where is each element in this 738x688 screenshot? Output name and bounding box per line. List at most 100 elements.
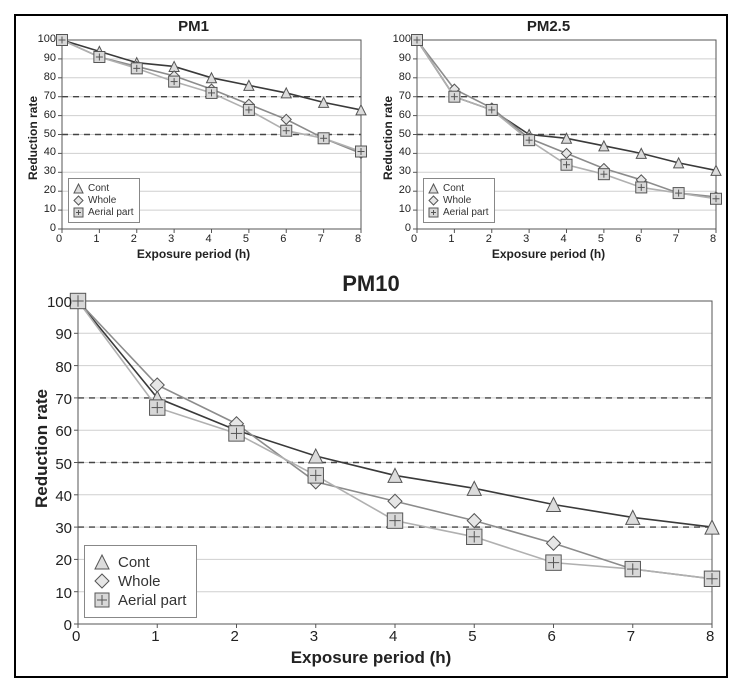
y-tick-label: 80 [381,71,411,83]
y-axis-label: Reduction rate [32,388,52,507]
x-axis-label: Exposure period (h) [16,648,726,668]
marker-aerial [308,468,323,483]
marker-whole [467,514,481,528]
chart-title: PM2.5 [371,18,726,35]
diamond-icon [74,196,84,206]
legend-item-cont: Cont [429,183,489,194]
y-tick-label: 80 [26,71,56,83]
marker-aerial [356,146,367,157]
x-tick-label: 4 [206,233,212,245]
series-line-whole [78,301,712,579]
triangle-icon [74,184,84,194]
legend-label: Aerial part [443,207,489,218]
series-line-cont [78,301,712,527]
marker-whole [547,536,561,550]
page: PM10102030405060708090100012345678Reduct… [0,0,738,688]
legend-item-aerial: Aerial part [74,207,134,218]
x-tick-label: 8 [706,628,714,645]
y-tick-label: 80 [42,359,72,376]
x-tick-label: 4 [389,628,397,645]
legend-label: Whole [443,195,471,206]
y-tick-label: 20 [381,184,411,196]
legend-label: Cont [443,183,464,194]
marker-aerial [318,133,329,144]
legend-label: Cont [118,554,150,571]
legend-item-whole: Whole [74,195,134,206]
legend-label: Whole [118,573,161,590]
marker-aerial [486,104,497,115]
marker-aerial [150,400,165,415]
series-line-whole [417,40,716,197]
chart-title: PM1 [16,18,371,35]
x-tick-label: 5 [598,233,604,245]
legend: ContWholeAerial part [423,178,495,223]
x-tick-label: 8 [355,233,361,245]
y-tick-label: 10 [381,203,411,215]
marker-aerial [281,125,292,136]
legend-item-aerial: Aerial part [95,592,186,609]
legend-label: Aerial part [88,207,134,218]
x-axis-label: Exposure period (h) [16,247,371,261]
legend-item-whole: Whole [429,195,489,206]
legend: Cont Whole Aerial part [84,545,197,618]
x-tick-label: 7 [627,628,635,645]
marker-aerial [561,159,572,170]
y-tick-label: 100 [26,33,56,45]
x-tick-label: 3 [168,233,174,245]
series-line-aerial [417,40,716,199]
series-line-aerial [78,301,712,579]
square-icon [429,208,439,218]
chart-panel-pm10: PM100102030405060708090100012345678Reduc… [16,269,726,676]
marker-aerial [243,104,254,115]
marker-aerial [206,87,217,98]
y-tick-label: 0 [26,222,56,234]
y-tick-label: 100 [42,294,72,311]
marker-aerial [449,91,460,102]
marker-aerial [70,293,85,308]
y-tick-label: 90 [381,52,411,64]
legend-label: Cont [88,183,109,194]
y-tick-label: 0 [381,222,411,234]
marker-cont [309,449,323,463]
y-tick-label: 90 [26,52,56,64]
x-tick-label: 3 [310,628,318,645]
x-tick-label: 6 [635,233,641,245]
x-tick-label: 6 [548,628,556,645]
marker-aerial [524,135,535,146]
triangle-icon [429,184,439,194]
x-tick-label: 8 [710,233,716,245]
figure-frame: PM10102030405060708090100012345678Reduct… [14,14,728,678]
diamond-icon [95,574,111,590]
marker-aerial [625,561,640,576]
chart-title: PM10 [16,271,726,297]
x-tick-label: 1 [93,233,99,245]
x-tick-label: 1 [448,233,454,245]
marker-aerial [57,35,68,46]
square-icon [95,593,111,609]
x-tick-label: 7 [673,233,679,245]
y-axis-label: Reduction rate [381,95,395,179]
y-tick-label: 30 [42,520,72,537]
x-axis-label: Exposure period (h) [371,247,726,261]
legend-item-cont: Cont [74,183,134,194]
diamond-icon [429,196,439,206]
marker-aerial [467,529,482,544]
marker-aerial [169,76,180,87]
marker-aerial [229,426,244,441]
legend-item-cont: Cont [95,554,186,571]
x-tick-label: 5 [243,233,249,245]
x-tick-label: 1 [151,628,159,645]
marker-aerial [546,555,561,570]
x-tick-label: 0 [411,233,417,245]
legend: ContWholeAerial part [68,178,140,223]
y-tick-label: 100 [381,33,411,45]
x-tick-label: 7 [318,233,324,245]
x-tick-label: 0 [72,628,80,645]
x-tick-label: 2 [131,233,137,245]
y-tick-label: 20 [26,184,56,196]
y-tick-label: 20 [42,552,72,569]
square-icon [74,208,84,218]
legend-label: Whole [88,195,116,206]
y-tick-label: 0 [42,617,72,634]
x-tick-label: 2 [486,233,492,245]
